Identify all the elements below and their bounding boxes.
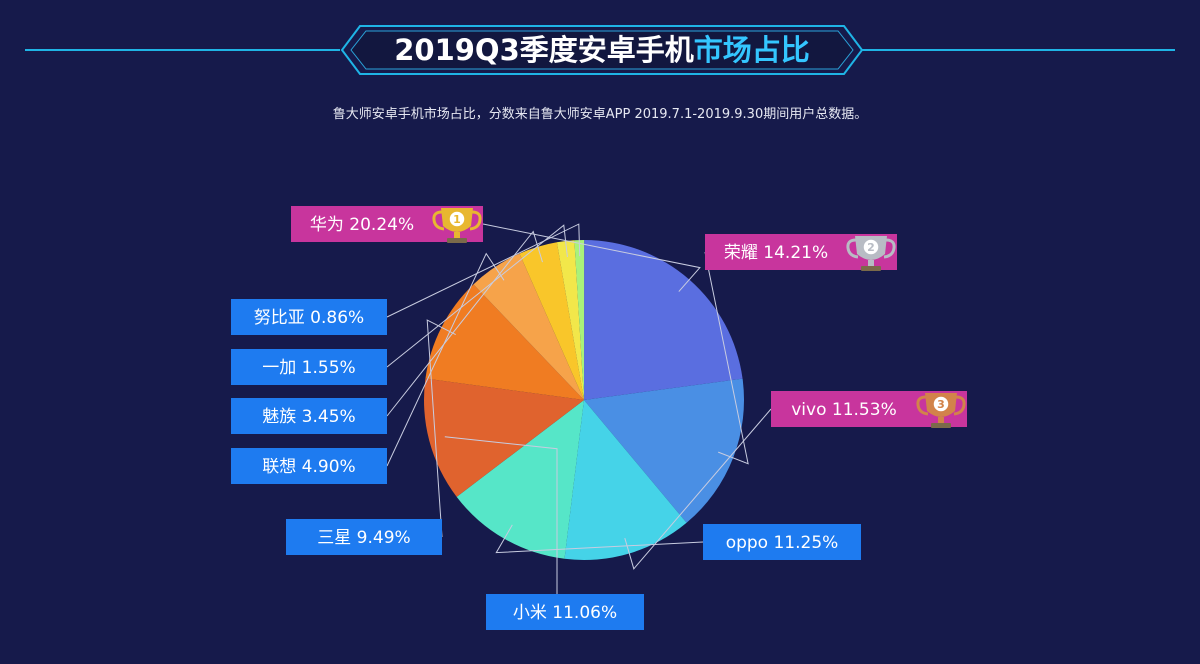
- data-label-4: oppo 11.25%: [703, 524, 861, 560]
- pie-slice-4: [456, 400, 584, 559]
- leader-line-6: [426, 319, 456, 538]
- data-label-box: [286, 519, 442, 555]
- data-label-box: [231, 448, 387, 484]
- title-frame-inner: [350, 30, 854, 70]
- title-frame-outer: [340, 25, 864, 75]
- data-label-text: 魅族 3.45%: [262, 407, 355, 427]
- data-label-text: 努比亚 0.86%: [254, 308, 364, 328]
- leader-line-1: [482, 223, 701, 292]
- leader-line-4: [495, 524, 704, 554]
- title-highlight: 市场占比: [694, 33, 810, 67]
- pie-slice-5: [424, 378, 584, 497]
- page-title: 2019Q3季度安卓手机市场占比: [394, 33, 810, 67]
- leader-line-5: [444, 436, 558, 594]
- data-label-text: 三星 9.49%: [317, 528, 410, 548]
- trophy-rank: 1: [453, 213, 461, 226]
- data-labels: 华为 20.24% 1 荣耀 14.21% 2 vivo 11.53% 3 oppo 11.…: [231, 206, 967, 630]
- data-label-2: 荣耀 14.21% 2: [705, 234, 897, 271]
- data-label-box: [231, 349, 387, 385]
- trophy-icon: 3: [916, 393, 966, 428]
- data-label-3: vivo 11.53% 3: [771, 391, 967, 428]
- leader-lines: [386, 223, 772, 594]
- data-label-1: 华为 20.24% 1: [291, 206, 483, 243]
- data-label-text: vivo 11.53%: [791, 400, 896, 420]
- pie-slice-9: [556, 240, 584, 400]
- pie-slice-3: [564, 400, 687, 561]
- data-label-8: 魅族 3.45%: [231, 398, 387, 434]
- leader-line-7: [386, 252, 505, 467]
- data-label-box: [231, 299, 387, 335]
- page-subtitle: 鲁大师安卓手机市场占比，分数来自鲁大师安卓APP 2019.7.1-2019.9…: [333, 106, 867, 122]
- leader-line-2: [704, 251, 749, 465]
- pie-slice-10: [574, 239, 585, 400]
- title-main: 2019Q3季度安卓手机: [394, 33, 694, 67]
- data-label-7: 联想 4.90%: [231, 448, 387, 484]
- leader-line-10: [386, 223, 581, 318]
- data-label-box: [231, 398, 387, 434]
- leader-line-8: [386, 230, 543, 417]
- data-label-box: [703, 524, 861, 560]
- pie-chart: [424, 239, 744, 561]
- leader-line-3: [624, 408, 772, 570]
- data-label-text: 一加 1.55%: [262, 358, 355, 378]
- data-label-10: 努比亚 0.86%: [231, 299, 387, 335]
- data-label-text: 小米 11.06%: [513, 603, 617, 623]
- data-label-9: 一加 1.55%: [231, 349, 387, 385]
- trophy-rank: 3: [937, 398, 945, 411]
- title-banner: 2019Q3季度安卓手机市场占比: [25, 25, 1175, 75]
- data-label-text: 荣耀 14.21%: [724, 243, 828, 263]
- trophy-rank: 2: [867, 241, 875, 254]
- data-label-text: 联想 4.90%: [262, 457, 355, 477]
- pie-slice-1: [584, 240, 743, 400]
- data-label-5: 小米 11.06%: [486, 594, 644, 630]
- leader-line-9: [386, 224, 568, 368]
- pie-slice-6: [425, 284, 584, 400]
- trophy-icon: 1: [432, 208, 482, 243]
- data-label-text: 华为 20.24%: [310, 215, 414, 235]
- data-label-6: 三星 9.49%: [286, 519, 442, 555]
- data-label-text: oppo 11.25%: [726, 533, 839, 553]
- data-label-box: [486, 594, 644, 630]
- trophy-icon: 2: [846, 236, 896, 271]
- pie-slice-7: [473, 253, 584, 400]
- pie-slice-8: [519, 242, 584, 400]
